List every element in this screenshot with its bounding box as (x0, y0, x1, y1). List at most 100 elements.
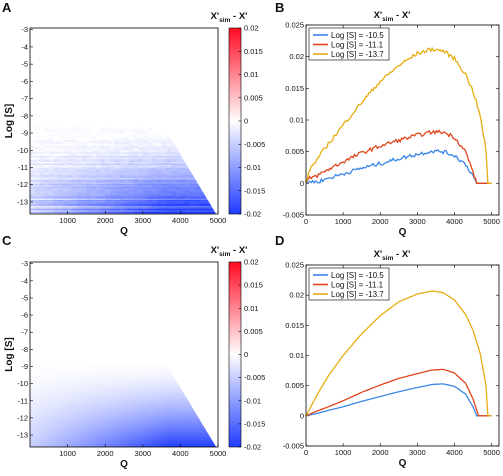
heat-cell (161, 151, 167, 154)
heat-cell (100, 444, 106, 447)
heat-cell (156, 404, 163, 407)
heat-cell (44, 444, 50, 447)
heat-cell (58, 444, 64, 447)
heat-cell (133, 168, 139, 171)
heat-cell (77, 170, 83, 173)
heat-cell (124, 193, 130, 196)
heat-cell (34, 186, 40, 189)
heat-cell (156, 159, 163, 162)
heat-cell (48, 442, 55, 445)
heat-cell (199, 442, 205, 445)
heat-cell (44, 178, 50, 181)
heat-cell (142, 361, 149, 364)
heat-cell (39, 200, 45, 203)
heat-cell (199, 426, 205, 429)
heat-cell (203, 435, 210, 438)
heat-cell (48, 435, 55, 438)
heat-cell (138, 445, 144, 447)
heat-cell (152, 181, 158, 184)
chart-title: X'sim - X' (374, 10, 411, 23)
heat-cell (100, 190, 106, 193)
heat-cell (152, 193, 158, 196)
heat-cell (156, 184, 163, 187)
heat-cell (152, 441, 158, 444)
heat-cell (34, 429, 40, 432)
heat-cell (95, 206, 102, 209)
heat-cell (62, 174, 69, 177)
heat-cell (133, 137, 139, 140)
heat-cell (142, 422, 149, 425)
heat-cell (156, 366, 163, 369)
heat-cell (48, 180, 55, 183)
heat-cell (142, 205, 149, 208)
heat-cell (62, 133, 69, 136)
heat-cell (119, 398, 125, 402)
heat-cell (124, 159, 130, 162)
heat-cell (100, 432, 106, 435)
heat-cell (133, 132, 139, 135)
heat-cell (48, 199, 55, 202)
heat-cell (114, 206, 120, 209)
heat-cell (100, 371, 106, 374)
heat-cell (86, 374, 92, 377)
heat-cell (152, 178, 158, 181)
heat-cell (138, 413, 144, 416)
heat-cell (100, 155, 106, 158)
heat-cell (34, 165, 40, 168)
heat-cell (30, 445, 36, 447)
heat-cell (95, 143, 102, 146)
heat-cell (30, 409, 36, 412)
heat-cell (39, 145, 45, 148)
heat-cell (152, 184, 158, 187)
heat-cell (156, 417, 163, 420)
heat-cell (147, 153, 153, 157)
heat-cell (53, 130, 59, 133)
heat-cell (86, 156, 92, 159)
heat-cell (194, 442, 200, 445)
heat-cell (147, 142, 153, 145)
heat-cell (77, 129, 83, 132)
heat-cell (44, 387, 50, 390)
heat-cell (114, 142, 120, 145)
y-tick-label: -5 (21, 60, 28, 69)
heat-cell (105, 404, 111, 407)
heat-cell (86, 407, 92, 410)
heat-cell (171, 423, 177, 426)
heat-cell (138, 174, 144, 177)
heat-cell (91, 178, 97, 181)
heat-cell (109, 140, 116, 143)
heat-cell (48, 403, 55, 406)
heat-cell (62, 140, 69, 143)
heat-cell (48, 372, 55, 375)
heat-cell (95, 412, 102, 415)
heat-cell (171, 426, 177, 429)
heat-cell (100, 178, 106, 181)
heat-cell (124, 155, 130, 158)
heat-cell (199, 425, 205, 428)
heat-cell (114, 410, 120, 413)
heat-cell (180, 194, 186, 198)
heat-cell (44, 374, 50, 377)
heat-cell (91, 164, 97, 167)
heat-cell (44, 139, 50, 142)
heat-cell (81, 168, 87, 171)
colorbar-tick-label: 0 (244, 117, 248, 126)
heat-cell (95, 393, 102, 396)
heat-cell (124, 412, 130, 415)
heat-cell (166, 429, 172, 432)
heat-cell (48, 165, 55, 168)
heat-cell (30, 401, 36, 404)
heat-cell (95, 142, 102, 145)
heat-cell (203, 445, 210, 447)
heat-cell (30, 197, 36, 200)
heat-cell (171, 184, 177, 187)
x-tick-label: 3000 (409, 448, 426, 457)
heat-cell (133, 407, 139, 410)
heat-cell (72, 410, 78, 413)
heat-cell (152, 146, 158, 149)
heat-cell (138, 432, 144, 435)
heat-cell (105, 151, 111, 154)
heat-cell (39, 388, 45, 391)
heat-cell (128, 441, 134, 444)
heat-cell (100, 153, 106, 157)
